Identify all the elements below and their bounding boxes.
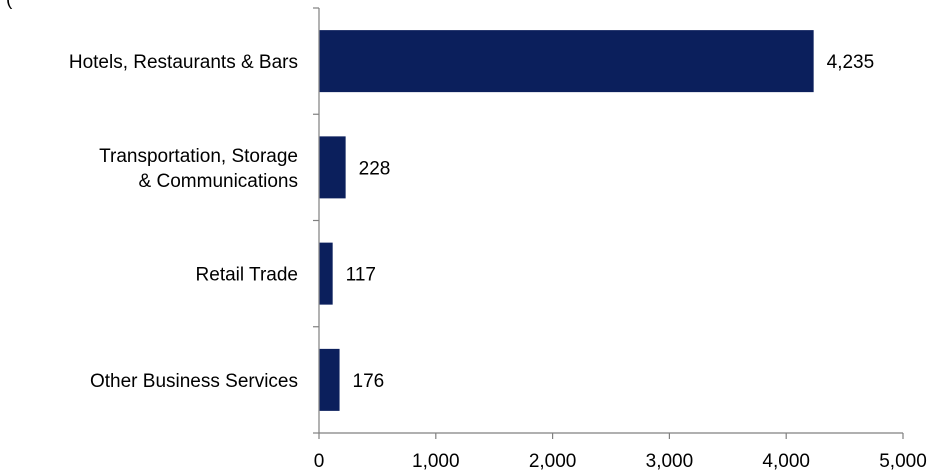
data-label: 176 <box>353 371 385 392</box>
data-label: 117 <box>346 265 376 286</box>
category-label: Hotels, Restaurants & Bars <box>69 52 298 73</box>
x-tick-label: 4,000 <box>762 451 810 472</box>
category-label-line: Hotels, Restaurants & Bars <box>69 52 298 73</box>
bar <box>319 30 814 93</box>
bar <box>319 242 333 305</box>
category-label-line: Other Business Services <box>90 371 298 392</box>
bars <box>319 30 814 411</box>
category-labels: Hotels, Restaurants & Bars Transportation… <box>69 52 298 392</box>
value-labels: 4,235 228 117 176 <box>346 52 875 392</box>
bar <box>319 136 346 199</box>
bar <box>319 348 340 411</box>
x-tick-label: 2,000 <box>529 451 577 472</box>
x-tick-labels: 0 1,000 2,000 3,000 4,000 5,000 <box>314 451 927 472</box>
data-label: 4,235 <box>827 52 875 73</box>
x-tick-label: 1,000 <box>412 451 460 472</box>
chart-title-fragment: ( <box>6 0 13 10</box>
axes <box>313 7 904 439</box>
category-label-line: & Communications <box>139 171 298 192</box>
x-tick-label: 0 <box>314 451 325 472</box>
category-label: Transportation, Storage & Communications <box>99 146 298 192</box>
category-label-line: Retail Trade <box>196 265 298 286</box>
x-tick-label: 3,000 <box>646 451 694 472</box>
data-label: 228 <box>359 158 391 179</box>
category-label-line: Transportation, Storage <box>99 146 298 167</box>
category-label: Retail Trade <box>196 265 298 286</box>
category-label: Other Business Services <box>90 371 298 392</box>
x-tick-label: 5,000 <box>879 451 927 472</box>
